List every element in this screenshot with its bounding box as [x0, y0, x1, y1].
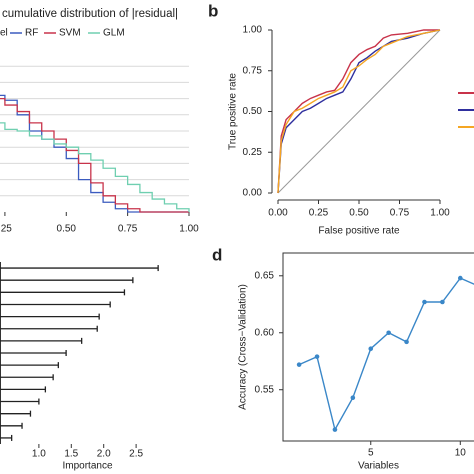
point [368, 346, 374, 352]
x-tick-label: 1.5 [64, 449, 78, 460]
x-tick-label: 0.50 [57, 224, 77, 235]
x-axis-title: Variables [358, 461, 399, 472]
y-axis-title: True positive rate [228, 73, 239, 150]
line [277, 29, 441, 194]
x-axis-title: False positive rate [318, 226, 400, 237]
x-tick-label: 1.00 [430, 208, 450, 219]
legend-label: GLM [103, 28, 125, 39]
point [296, 362, 302, 367]
point [332, 427, 338, 432]
legend-label: RF [25, 28, 38, 39]
diagonal [277, 29, 441, 194]
point [314, 354, 320, 359]
y-tick-label: 1.00 [243, 25, 263, 36]
y-tick-label: 0.55 [255, 384, 275, 395]
x-tick-label: 1.00 [179, 224, 199, 235]
legend-title: el [0, 28, 8, 39]
y-tick-label: 0.65 [255, 270, 275, 281]
y-tick-label: 0.00 [243, 188, 263, 199]
x-tick-label: 2.0 [97, 449, 111, 460]
line [277, 29, 441, 194]
y-axis-title: Accuracy (Cross−Validation) [238, 284, 249, 410]
x-tick-label: 0.25 [309, 208, 329, 219]
x-tick-label: 0.00 [268, 208, 288, 219]
point [458, 275, 463, 281]
line [298, 277, 474, 432]
point [440, 299, 445, 305]
y-tick-label: 0.25 [243, 147, 263, 158]
x-tick-label: 5 [368, 448, 374, 459]
plot-box [282, 252, 474, 442]
y-tick-label: 0.50 [243, 106, 263, 117]
y-tick-label: 0.60 [255, 327, 275, 338]
y-tick-label: 0.75 [243, 65, 263, 76]
step-line [0, 94, 189, 213]
x-tick-label: 0.75 [118, 224, 138, 235]
step-line [0, 122, 190, 212]
point [422, 299, 427, 305]
legend-label: SVM [59, 28, 81, 39]
point [386, 330, 391, 336]
x-tick-label: .25 [0, 224, 12, 235]
chart-title: cumulative distribution of |residual| [2, 8, 178, 20]
x-tick-label: 0.75 [390, 208, 410, 219]
step-line [0, 97, 189, 213]
x-tick-label: 0.50 [349, 208, 369, 219]
panel-label: d [212, 245, 222, 264]
x-tick-label: 10 [455, 448, 467, 459]
x-tick-label: 2.5 [129, 449, 143, 460]
panel-label: b [208, 1, 218, 20]
x-axis-title: Importance [62, 461, 112, 472]
point [404, 339, 409, 345]
x-tick-label: 1.0 [32, 449, 46, 460]
point [350, 395, 356, 401]
